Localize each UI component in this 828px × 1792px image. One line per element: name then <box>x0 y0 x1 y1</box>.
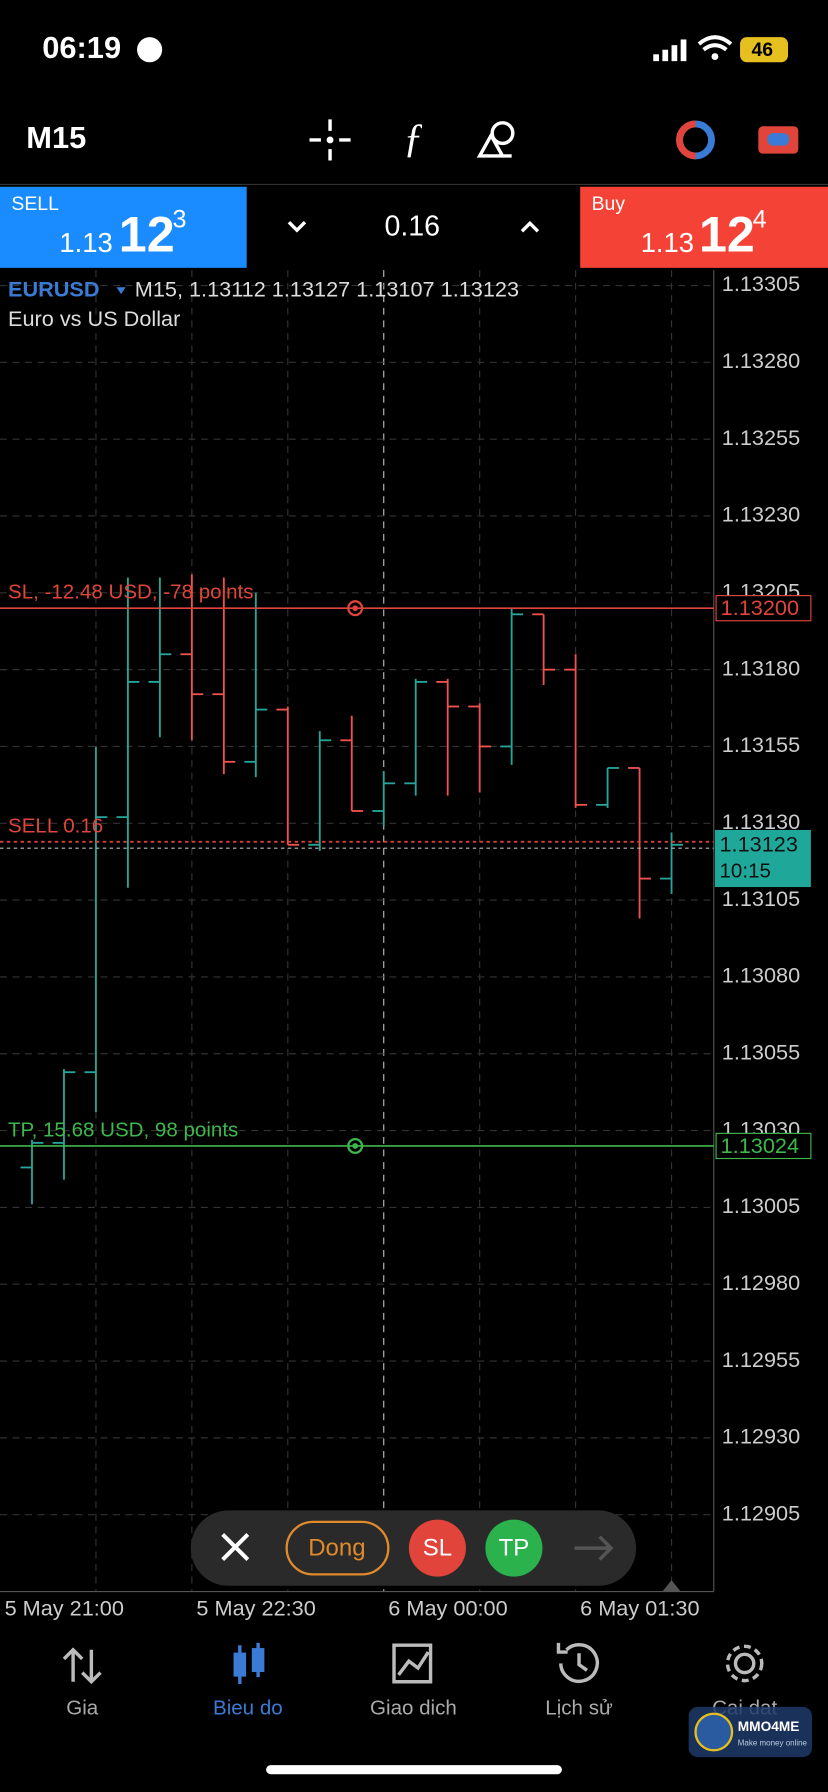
buy-button[interactable] <box>580 186 828 268</box>
sell-button[interactable] <box>0 186 247 268</box>
x-tick-label: 5 May 22:30 <box>196 1596 315 1621</box>
close-position-label: Dong <box>308 1535 365 1562</box>
sell-price-sup: 3 <box>172 206 186 234</box>
symbol[interactable]: EURUSD <box>8 276 100 301</box>
candle-timer: 10:15 <box>720 860 771 883</box>
tp-button[interactable] <box>485 1519 543 1577</box>
current-price-label: 1.13123 <box>720 832 798 857</box>
order-handle-dot <box>352 1143 359 1149</box>
order-line-label: SELL 0.16 <box>8 814 103 837</box>
volume-up[interactable] <box>520 220 540 233</box>
wifi <box>697 35 733 52</box>
watermark-subtitle: Make money online <box>738 1739 808 1748</box>
y-tick-label: 1.13180 <box>722 655 800 680</box>
order-line-label: SL, -12.48 USD, -78 points <box>8 581 254 604</box>
y-tick-label: 1.13305 <box>722 271 800 296</box>
y-tick-label: 1.13230 <box>722 502 800 527</box>
tp-label: TP <box>499 1535 530 1562</box>
order-line-label: TP, 15.68 USD, 98 points <box>8 1119 238 1142</box>
trade-icon-inner <box>767 133 790 146</box>
x-tick-label: 6 May 00:00 <box>388 1596 507 1621</box>
y-tick-label: 1.13055 <box>722 1039 800 1064</box>
sl-label: SL <box>423 1535 452 1562</box>
nav-label[interactable]: Giao dich <box>370 1697 457 1720</box>
nav-label[interactable]: Bieu do <box>213 1697 283 1720</box>
current-price-box <box>714 829 811 888</box>
order-handle[interactable] <box>347 600 364 617</box>
timeframe[interactable]: M15 <box>26 120 86 155</box>
order-price-box <box>715 1132 812 1160</box>
scroll-marker <box>662 1580 681 1592</box>
y-tick-label: 1.12955 <box>722 1347 800 1372</box>
x-tick-label: 6 May 01:30 <box>580 1596 699 1621</box>
symbol-caret <box>116 287 126 295</box>
sell-price-prefix: 1.13 <box>59 227 112 258</box>
y-tick-label: 1.12930 <box>722 1424 800 1449</box>
nav-label[interactable]: Gia <box>66 1697 99 1720</box>
clock-icon-half <box>676 120 696 160</box>
order-price-label: 1.13024 <box>721 1133 799 1158</box>
signal <box>653 39 687 62</box>
battery-level: 46 <box>751 39 773 61</box>
status-icon <box>137 37 163 63</box>
chart-info: M15, 1.13112 1.13127 1.13107 1.13123 <box>135 276 519 301</box>
y-tick-label: 1.13280 <box>722 348 800 373</box>
buy-price-big: 12 <box>699 206 755 262</box>
crosshair-icon[interactable] <box>309 119 351 161</box>
order-price-box <box>715 595 812 622</box>
sl-button[interactable] <box>408 1519 466 1577</box>
nav-label[interactable]: Lịch sử <box>545 1697 613 1720</box>
clock: 06:19 <box>42 30 121 65</box>
wifi-dot <box>711 53 719 61</box>
buy-price-sup: 4 <box>753 206 767 234</box>
y-tick-label: 1.13105 <box>722 886 800 911</box>
y-tick-label: 1.13130 <box>722 809 800 834</box>
battery <box>740 37 789 63</box>
next-action[interactable] <box>574 1535 614 1561</box>
y-tick-label: 1.12905 <box>722 1500 800 1525</box>
watermark-logo <box>694 1712 734 1752</box>
sell-price-big: 12 <box>119 206 175 262</box>
order-price-label: 1.13200 <box>721 595 799 620</box>
y-tick-label: 1.13005 <box>722 1193 800 1218</box>
symbol-description: Euro vs US Dollar <box>8 306 180 331</box>
nav-icons <box>62 1642 764 1685</box>
watermark-title: MMO4ME <box>738 1719 800 1734</box>
y-tick-label: 1.13155 <box>722 732 800 757</box>
sell-label: SELL <box>11 193 59 215</box>
buy-price-prefix: 1.13 <box>641 227 694 258</box>
y-tick-label: 1.13255 <box>722 425 800 450</box>
indicator-icon[interactable]: ƒ <box>403 115 424 161</box>
order-handle-dot <box>352 605 359 612</box>
y-tick-label: 1.13080 <box>722 963 800 988</box>
volume-down[interactable] <box>287 220 307 233</box>
close-action[interactable] <box>221 1533 250 1561</box>
x-tick-label: 5 May 21:00 <box>5 1596 124 1621</box>
buy-label: Buy <box>592 193 626 215</box>
volume[interactable]: 0.16 <box>385 210 441 242</box>
order-handle[interactable] <box>347 1137 364 1154</box>
objects-icon[interactable] <box>476 121 515 158</box>
close-position-button[interactable] <box>285 1520 390 1576</box>
home-indicator <box>266 1765 562 1775</box>
y-tick-label: 1.12980 <box>722 1270 800 1295</box>
chart: 1.133051.132801.132551.132301.132051.131… <box>0 270 812 1621</box>
chart-overlay: EURUSD M15, 1.13112 1.13127 1.13107 1.13… <box>8 276 519 331</box>
